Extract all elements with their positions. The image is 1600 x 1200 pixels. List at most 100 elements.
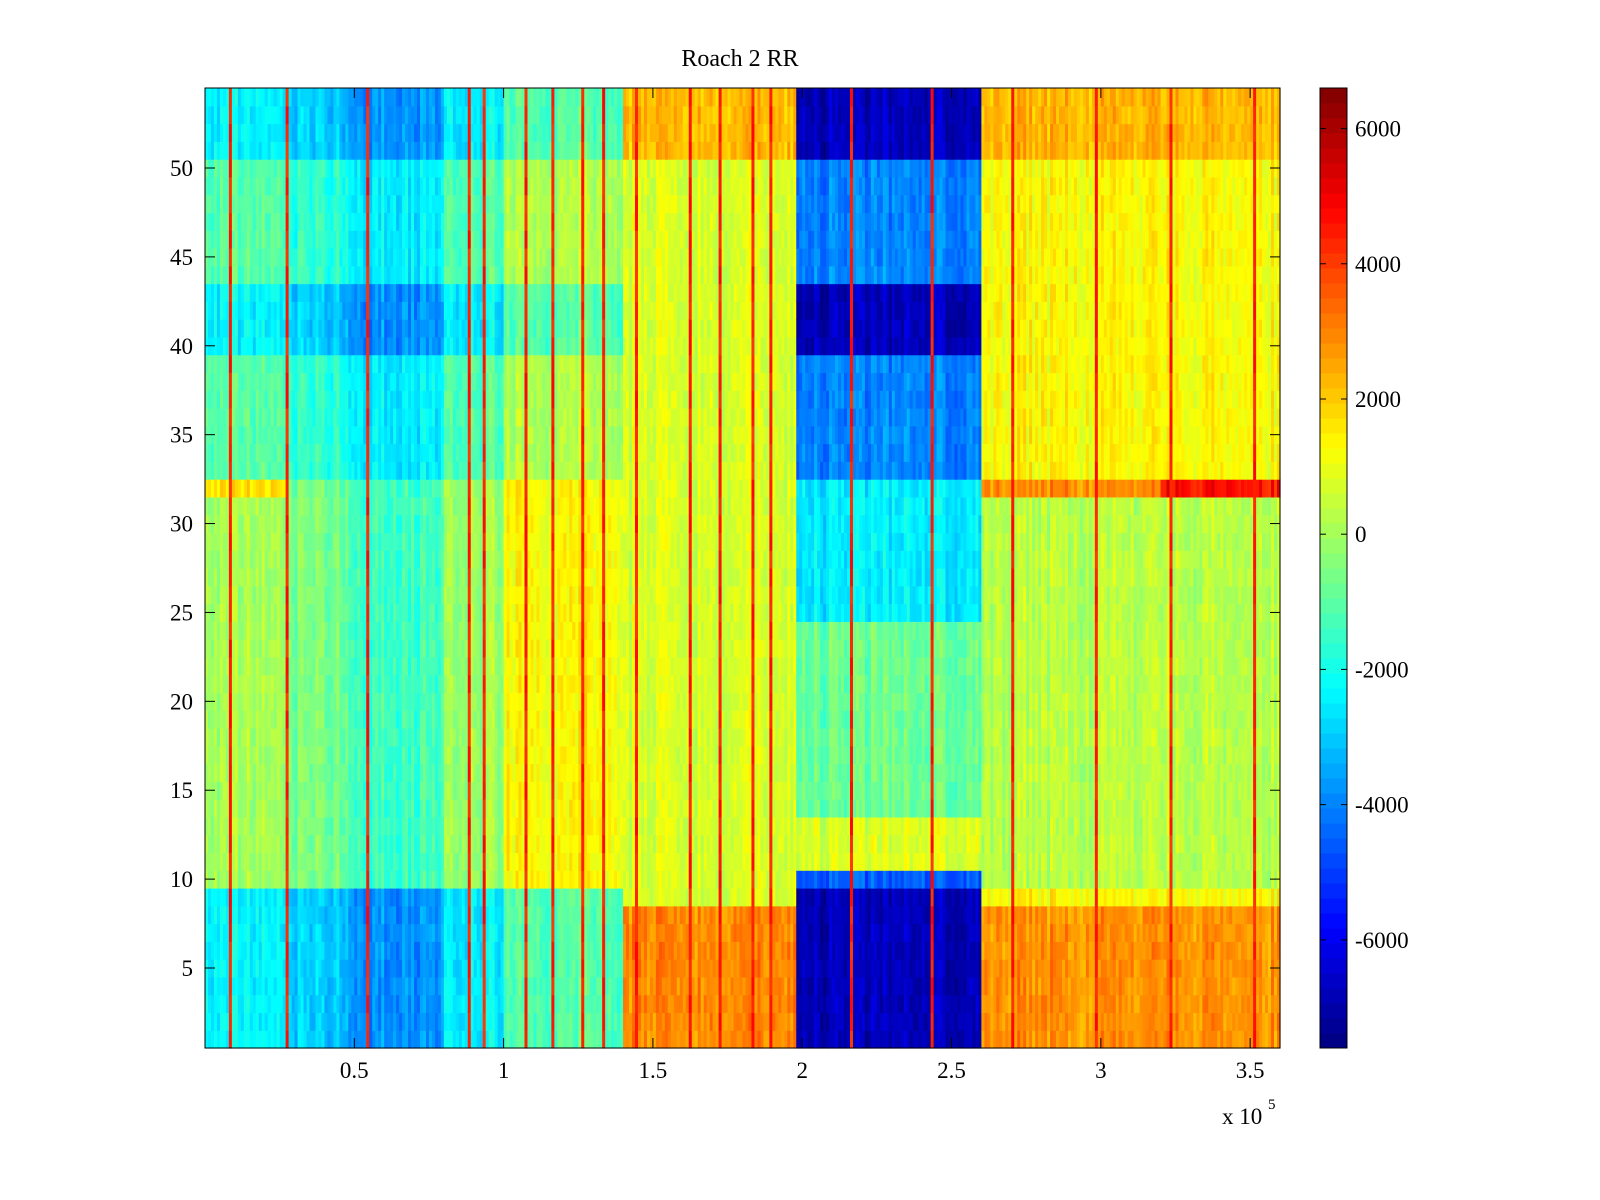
heatmap-cell	[470, 443, 475, 462]
heatmap-cell	[282, 301, 287, 320]
heatmap-cell	[381, 763, 385, 782]
heatmap-cell	[207, 319, 212, 338]
heatmap-cell	[455, 976, 460, 996]
heatmap-cell	[351, 532, 355, 551]
heatmap-cell	[294, 88, 299, 107]
heatmap-cell	[273, 479, 278, 498]
heatmap-cell	[458, 479, 463, 498]
heatmap-cell	[333, 159, 337, 178]
heatmap-cell	[330, 265, 335, 285]
heatmap-cell	[213, 674, 218, 694]
heatmap-cell	[461, 141, 466, 160]
heatmap-cell	[366, 674, 370, 694]
heatmap-cell	[246, 123, 251, 142]
heatmap-cell	[330, 745, 335, 765]
heatmap-cell	[422, 568, 427, 587]
heatmap-cell	[351, 230, 355, 249]
heatmap-cell	[446, 923, 451, 942]
heatmap-cell	[294, 710, 299, 729]
heatmap-cell	[464, 656, 469, 676]
heatmap-cell	[354, 479, 358, 498]
heatmap-cell	[470, 194, 475, 214]
heatmap-cell	[372, 816, 376, 836]
heatmap-cell	[428, 976, 433, 996]
heatmap-cell	[327, 710, 332, 729]
heatmap-cell	[255, 123, 260, 142]
heatmap-cell	[228, 888, 233, 907]
heatmap-cell	[455, 550, 460, 569]
heatmap-cell	[363, 745, 367, 765]
heatmap-cell	[321, 834, 326, 854]
heatmap-cell	[402, 585, 406, 605]
heatmap-cell	[324, 265, 329, 285]
heatmap-cell	[297, 230, 302, 249]
heatmap-cell	[393, 390, 397, 409]
heatmap-cell	[387, 870, 391, 889]
heatmap-cell	[425, 674, 430, 694]
heatmap-cell	[264, 212, 269, 231]
heatmap-cell	[342, 425, 346, 445]
heatmap-cell	[360, 905, 364, 925]
heatmap-cell	[240, 532, 245, 551]
heatmap-cell	[237, 194, 242, 214]
heatmap-cell	[270, 728, 275, 747]
heatmap-cell	[210, 141, 215, 160]
heatmap-cell	[303, 852, 308, 871]
heatmap-cell	[234, 816, 239, 836]
heatmap-cell	[396, 354, 400, 374]
heatmap-cell	[425, 230, 430, 249]
heatmap-cell	[252, 212, 257, 231]
heatmap-cell	[270, 621, 275, 640]
heatmap-cell	[387, 141, 391, 160]
heatmap-cell	[360, 656, 364, 676]
heatmap-cell	[467, 301, 472, 320]
heatmap-cell	[225, 745, 230, 765]
heatmap-cell	[467, 159, 472, 178]
heatmap-cell	[363, 728, 367, 747]
heatmap-cell	[378, 870, 382, 889]
heatmap-cell	[369, 745, 373, 765]
heatmap-cell	[213, 728, 218, 747]
heatmap-cell	[258, 372, 263, 391]
heatmap-cell	[297, 888, 302, 907]
heatmap-cell	[458, 230, 463, 249]
heatmap-cell	[273, 568, 278, 587]
heatmap-cell	[222, 674, 227, 694]
heatmap-cell	[216, 390, 221, 409]
heatmap-cell	[470, 425, 475, 445]
heatmap-cell	[264, 585, 269, 605]
heatmap-cell	[437, 354, 442, 374]
heatmap-cell	[452, 923, 457, 942]
heatmap-cell	[303, 905, 308, 925]
heatmap-cell	[219, 248, 224, 267]
heatmap-cell	[279, 88, 284, 107]
heatmap-cell	[228, 194, 233, 214]
heatmap-cell	[372, 105, 376, 125]
heatmap-cell	[390, 621, 394, 640]
heatmap-cell	[455, 319, 460, 338]
heatmap-cell	[464, 923, 469, 942]
heatmap-cell	[327, 959, 332, 978]
heatmap-cell	[366, 781, 370, 800]
heatmap-cell	[354, 123, 358, 142]
heatmap-cell	[440, 994, 445, 1014]
heatmap-cell	[420, 265, 424, 285]
heatmap-cell	[330, 621, 335, 640]
heatmap-cell	[464, 265, 469, 285]
heatmap-cell	[470, 603, 475, 622]
heatmap-cell	[449, 372, 454, 391]
heatmap-cell	[348, 816, 352, 836]
heatmap-cell	[243, 88, 248, 107]
heatmap-cell	[354, 496, 358, 516]
heatmap-cell	[437, 763, 442, 782]
heatmap-cell	[434, 656, 439, 676]
heatmap-cell	[381, 745, 385, 765]
heatmap-cell	[213, 603, 218, 622]
heatmap-cell	[273, 959, 278, 978]
heatmap-cell	[452, 176, 457, 196]
heatmap-cell	[420, 141, 424, 160]
heatmap-cell	[420, 568, 424, 587]
heatmap-cell	[476, 870, 481, 889]
heatmap-cell	[446, 532, 451, 551]
heatmap-cell	[420, 408, 424, 427]
